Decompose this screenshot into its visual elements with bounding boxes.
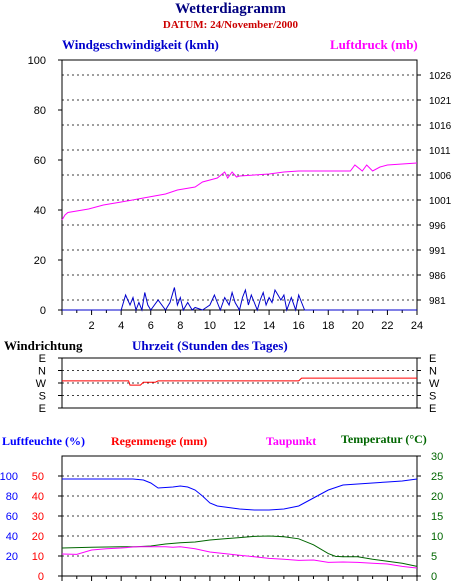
direction-label-right: S (429, 391, 436, 403)
humidity-tick-label: 80 (6, 491, 18, 503)
humidity-temperature-panel: 0 5 10 15 20 25 30 0 10 20 30 40 50 20 40 60 80 100 (0, 451, 443, 583)
time-tick-label: 24 (411, 320, 423, 332)
pressure-tick-label: 1006 (429, 171, 452, 182)
wind-direction-title: Windrichtung (4, 338, 83, 353)
humidity-tick-label: 100 (0, 471, 18, 483)
pressure-tick-label: 996 (429, 221, 446, 232)
temperature-axis-title: Temperatur (°C) (341, 432, 427, 446)
dewpoint-line (61, 546, 418, 569)
direction-label-right: W (429, 378, 440, 390)
humidity-line (62, 478, 418, 511)
pressure-tick-label: 1001 (429, 196, 452, 207)
time-tick-label: 8 (177, 320, 183, 332)
temperature-line (61, 535, 418, 567)
time-tick-label: 18 (322, 320, 334, 332)
direction-label-left: S (39, 391, 46, 403)
temperature-tick-label: 5 (431, 551, 437, 563)
pressure-tick-label: 981 (429, 296, 446, 307)
rain-tick-label: 10 (32, 551, 44, 563)
pressure-line (61, 162, 418, 221)
time-tick-label: 14 (263, 320, 275, 332)
direction-label-left: W (36, 378, 47, 390)
wind-tick-label: 20 (34, 255, 46, 267)
time-tick-label: 2 (89, 320, 95, 332)
wind-direction-line (62, 377, 417, 386)
wind-pressure-panel: 9819869919961001100610111016102110260204… (28, 55, 452, 332)
humidity-tick-label: 60 (6, 511, 18, 523)
time-tick-label: 6 (148, 320, 154, 332)
direction-label-right: E (429, 403, 436, 415)
time-tick-label: 4 (118, 320, 124, 332)
direction-label-left: E (39, 353, 46, 365)
pressure-tick-label: 1021 (429, 96, 452, 107)
time-tick-label: 10 (204, 320, 216, 332)
rain-axis-title: Regenmenge (mm) (111, 434, 208, 448)
pressure-tick-label: 991 (429, 246, 446, 257)
temperature-tick-label: 30 (431, 451, 443, 463)
temperature-tick-label: 20 (431, 491, 443, 503)
wind-tick-label: 100 (28, 55, 46, 67)
wind-direction-panel: E EN NW WS SE E (36, 353, 440, 415)
humidity-tick-label: 20 (6, 551, 18, 563)
rain-tick-label: 50 (32, 471, 44, 483)
humidity-tick-label: 40 (6, 531, 18, 543)
temperature-tick-label: 10 (431, 531, 443, 543)
wind-direction-frame (61, 357, 418, 409)
time-tick-label: 12 (233, 320, 245, 332)
wind-speed-axis-title: Windgeschwindigkeit (kmh) (62, 37, 219, 52)
temperature-tick-label: 0 (431, 571, 437, 583)
time-axis-title: Uhrzeit (Stunden des Tages) (132, 338, 288, 353)
direction-label-left: N (38, 366, 46, 378)
wind-pressure-frame (61, 59, 418, 311)
time-tick-label: 20 (352, 320, 364, 332)
chart-date: DATUM: 24/November/2000 (162, 19, 299, 31)
pressure-tick-label: 1011 (429, 146, 451, 157)
rain-tick-label: 20 (32, 531, 44, 543)
dewpoint-title: Taupunkt (266, 434, 317, 448)
temperature-tick-label: 25 (431, 471, 443, 483)
rain-tick-label: 40 (32, 491, 44, 503)
pressure-tick-label: 1026 (429, 71, 452, 82)
humidity-temperature-frame (61, 455, 418, 577)
time-tick-label: 22 (381, 320, 393, 332)
temperature-tick-label: 15 (431, 511, 443, 523)
direction-label-right: N (429, 366, 437, 378)
rain-tick-label: 30 (32, 511, 44, 523)
time-tick-label: 16 (293, 320, 305, 332)
direction-label-left: E (39, 403, 46, 415)
pressure-axis-title: Luftdruck (mb) (330, 37, 418, 52)
pressure-tick-label: 1016 (429, 121, 452, 132)
chart-title: Wetterdiagramm (175, 1, 286, 17)
wind-tick-label: 60 (34, 155, 46, 167)
direction-label-right: E (429, 353, 436, 365)
wind-tick-label: 80 (34, 105, 46, 117)
wind-tick-label: 0 (40, 305, 46, 317)
wind-tick-label: 40 (34, 205, 46, 217)
humidity-axis-title: Luftfeuchte (%) (2, 434, 85, 448)
wind-speed-line (62, 287, 417, 312)
rain-tick-label: 0 (38, 571, 44, 583)
pressure-tick-label: 986 (429, 271, 446, 282)
